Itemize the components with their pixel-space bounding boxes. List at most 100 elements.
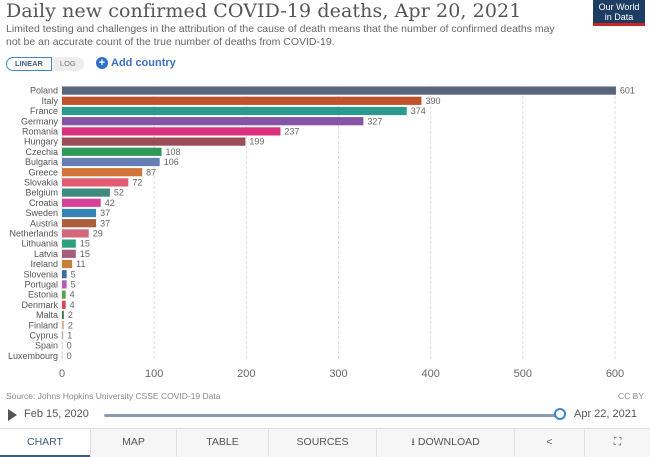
category-label[interactable]: Sweden bbox=[25, 208, 58, 218]
category-label[interactable]: Portugal bbox=[24, 280, 58, 290]
fullscreen-icon[interactable]: ⛶ bbox=[584, 429, 650, 457]
license-label[interactable]: CC BY bbox=[618, 391, 644, 401]
value-label: 15 bbox=[80, 239, 90, 249]
add-country-button[interactable]: + Add country bbox=[96, 57, 176, 69]
bar[interactable] bbox=[62, 249, 76, 258]
category-label[interactable]: France bbox=[30, 106, 58, 116]
value-label: 199 bbox=[249, 137, 264, 147]
category-label[interactable]: Germany bbox=[21, 116, 59, 126]
category-label[interactable]: Lithuania bbox=[21, 239, 58, 249]
value-label: 11 bbox=[76, 259, 85, 269]
scale-toggle: LINEAR LOG bbox=[6, 57, 84, 71]
category-label[interactable]: Slovenia bbox=[23, 269, 58, 279]
source-note[interactable]: Source: Johns Hopkins University CSSE CO… bbox=[6, 391, 221, 401]
category-label[interactable]: Czechia bbox=[25, 147, 58, 157]
bar[interactable] bbox=[62, 178, 129, 187]
tab-sources[interactable]: SOURCES bbox=[268, 429, 376, 457]
category-label[interactable]: Malta bbox=[36, 310, 58, 320]
category-label[interactable]: Romania bbox=[22, 127, 58, 137]
bar[interactable] bbox=[62, 280, 67, 289]
value-label: 4 bbox=[70, 290, 75, 300]
add-country-label: Add country bbox=[111, 57, 176, 69]
value-label: 327 bbox=[367, 116, 382, 126]
tab-chart[interactable]: CHART bbox=[0, 429, 90, 457]
category-label[interactable]: Hungary bbox=[24, 137, 59, 147]
logo-line2: in Data bbox=[604, 12, 634, 22]
bar[interactable] bbox=[62, 168, 143, 177]
bar[interactable] bbox=[62, 96, 422, 105]
bar[interactable] bbox=[62, 157, 160, 167]
value-label: 601 bbox=[620, 86, 635, 96]
bar[interactable] bbox=[62, 341, 63, 350]
bar[interactable] bbox=[62, 290, 66, 299]
bar[interactable] bbox=[62, 321, 64, 330]
category-label[interactable]: Poland bbox=[30, 86, 58, 96]
bar[interactable] bbox=[62, 86, 616, 95]
value-label: 52 bbox=[114, 188, 124, 198]
plus-circle-icon: + bbox=[96, 57, 108, 69]
x-tick-label: 600 bbox=[606, 368, 624, 380]
value-label: 2 bbox=[68, 310, 73, 320]
value-label: 1 bbox=[67, 331, 72, 341]
category-label[interactable]: Latvia bbox=[34, 249, 58, 259]
bar[interactable] bbox=[62, 239, 76, 248]
x-tick-label: 400 bbox=[421, 368, 439, 380]
category-label[interactable]: Estonia bbox=[28, 290, 58, 300]
x-tick-label: 200 bbox=[237, 368, 255, 380]
value-label: 37 bbox=[100, 208, 110, 218]
bar[interactable] bbox=[62, 137, 246, 146]
bar[interactable] bbox=[62, 127, 281, 136]
bar[interactable] bbox=[62, 229, 89, 238]
bar[interactable] bbox=[62, 219, 97, 228]
bar[interactable] bbox=[62, 198, 101, 207]
x-tick-label: 500 bbox=[514, 368, 532, 380]
linear-scale-button[interactable]: LINEAR bbox=[6, 57, 52, 71]
tab-table[interactable]: TABLE bbox=[176, 429, 268, 457]
share-icon[interactable]: < bbox=[514, 429, 584, 457]
bar[interactable] bbox=[62, 117, 364, 126]
bar[interactable] bbox=[62, 188, 110, 197]
log-scale-button[interactable]: LOG bbox=[51, 57, 84, 71]
chart-title: Daily new confirmed COVID-19 deaths, Apr… bbox=[6, 0, 522, 22]
category-label[interactable]: Denmark bbox=[21, 300, 58, 310]
bar[interactable] bbox=[62, 259, 73, 269]
category-label[interactable]: Greece bbox=[28, 167, 58, 177]
timeline: Feb 15, 2020 Apr 22, 2021 bbox=[0, 405, 650, 425]
value-label: 72 bbox=[132, 178, 142, 188]
category-label[interactable]: Bulgaria bbox=[25, 157, 58, 167]
category-label[interactable]: Belgium bbox=[25, 188, 58, 198]
timeline-track[interactable] bbox=[104, 414, 560, 417]
chart-subtitle: Limited testing and challenges in the at… bbox=[6, 23, 555, 48]
category-label[interactable]: Ireland bbox=[30, 259, 58, 269]
category-label[interactable]: Cyprus bbox=[29, 331, 58, 341]
timeline-start-date: Feb 15, 2020 bbox=[24, 408, 89, 420]
value-label: 106 bbox=[164, 157, 179, 167]
category-label[interactable]: Croatia bbox=[29, 198, 58, 208]
category-label[interactable]: Italy bbox=[41, 96, 58, 106]
bar[interactable] bbox=[62, 310, 64, 320]
category-label[interactable]: Austria bbox=[30, 218, 58, 228]
category-label[interactable]: Netherlands bbox=[9, 229, 58, 239]
value-label: 42 bbox=[105, 198, 115, 208]
timeline-handle[interactable] bbox=[554, 408, 566, 420]
bar[interactable] bbox=[62, 351, 63, 360]
tab-map[interactable]: MAP bbox=[90, 429, 176, 457]
value-label: 390 bbox=[425, 96, 440, 106]
category-label[interactable]: Finland bbox=[28, 320, 58, 330]
bar[interactable] bbox=[62, 270, 67, 279]
category-label[interactable]: Slovakia bbox=[24, 178, 58, 188]
bar[interactable] bbox=[62, 300, 66, 309]
bar[interactable] bbox=[62, 208, 97, 218]
owid-logo[interactable]: Our World in Data bbox=[593, 0, 645, 26]
value-label: 0 bbox=[67, 341, 72, 351]
bar[interactable] bbox=[62, 331, 64, 340]
tab-download[interactable]: ⭳ DOWNLOAD bbox=[376, 429, 514, 457]
category-label[interactable]: Luxembourg bbox=[8, 351, 58, 361]
category-label[interactable]: Spain bbox=[35, 341, 58, 351]
value-label: 37 bbox=[100, 218, 110, 228]
x-tick-label: 0 bbox=[59, 368, 65, 380]
play-icon[interactable] bbox=[8, 409, 17, 421]
bar[interactable] bbox=[62, 147, 162, 156]
bar[interactable] bbox=[62, 106, 407, 116]
